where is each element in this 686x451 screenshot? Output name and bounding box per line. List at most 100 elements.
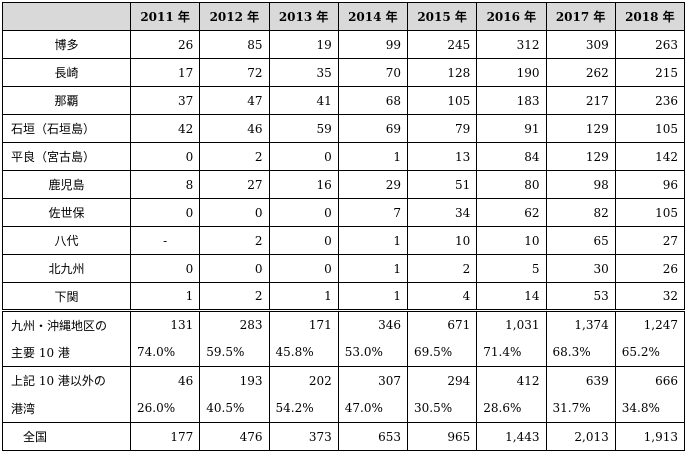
summary-count: 46 [129,366,201,395]
port-value: 190 [476,58,547,87]
total-value: 373 [268,422,339,451]
port-value: 19 [268,30,339,59]
ports-body: 博多 26 85 19 99 245 312 309 263 長崎 17 72 35 70 128 190 26… [2,30,686,311]
port-row: 下関 1 2 1 1 4 14 53 32 [2,282,686,311]
port-value: 0 [199,254,270,283]
port-value: 2 [199,142,270,171]
port-value: 41 [268,86,339,115]
port-name: 那覇 [2,86,131,115]
port-value: 82 [545,198,616,227]
header-corner-cell [2,2,131,31]
summary-body: 九州・沖縄地区の 131 283 171 346 671 1,031 1,374 1,247 主要… [2,309,686,423]
summary-pct: 26.0% [129,394,201,423]
port-value: 70 [337,58,409,87]
port-value: 65 [545,226,616,255]
summary-count-row: 九州・沖縄地区の 131 283 171 346 671 1,031 1,374 1,247 [2,309,686,339]
port-value: 51 [406,170,478,199]
summary-pct: 31.7% [545,394,616,423]
port-row: 長崎 17 72 35 70 128 190 262 215 [2,58,686,87]
port-value: 105 [406,86,478,115]
summary-count: 346 [337,309,409,339]
port-value: 84 [476,142,547,171]
summary-pct: 45.8% [268,338,339,367]
summary-count: 1,374 [545,309,616,339]
port-value: 85 [199,30,270,59]
port-value: 217 [545,86,616,115]
summary-pct: 47.0% [337,394,409,423]
port-value: 1 [268,282,339,311]
port-value: 4 [406,282,478,311]
port-value: 245 [406,30,478,59]
total-value: 476 [199,422,270,451]
port-value: 68 [337,86,409,115]
summary-pct-row: 港湾 26.0% 40.5% 54.2% 47.0% 30.5% 28.6% 31.7% 34.… [2,394,686,423]
summary-pct: 65.2% [614,338,686,367]
port-value: 62 [476,198,547,227]
year-header: 2015 年 [406,2,478,31]
port-value: 309 [545,30,616,59]
port-value: 1 [337,254,409,283]
summary-count: 1,247 [614,309,686,339]
summary-pct: 40.5% [199,394,270,423]
port-name: 長崎 [2,58,131,87]
port-value: 14 [476,282,547,311]
port-value: 53 [545,282,616,311]
port-value: 215 [614,58,686,87]
port-value: 236 [614,86,686,115]
port-value: 98 [545,170,616,199]
port-value: 1 [337,142,409,171]
port-value: 0 [268,254,339,283]
port-value: 10 [406,226,478,255]
port-value: 10 [476,226,547,255]
port-value: 142 [614,142,686,171]
port-value: - [129,226,201,255]
port-value: 0 [268,142,339,171]
port-value: 29 [337,170,409,199]
summary-pct: 30.5% [406,394,478,423]
port-value: 129 [545,114,616,143]
port-name: 石垣（石垣島） [2,114,131,143]
port-name: 平良（宮古島） [2,142,131,171]
total-value: 2,013 [545,422,616,451]
port-value: 80 [476,170,547,199]
port-value: 27 [199,170,270,199]
total-label: 全国 [2,422,131,451]
port-value: 7 [337,198,409,227]
summary-pct: 28.6% [476,394,547,423]
summary-count: 412 [476,366,547,395]
summary-pct: 59.5% [199,338,270,367]
port-value: 263 [614,30,686,59]
port-value: 30 [545,254,616,283]
summary-count: 666 [614,366,686,395]
port-row: 佐世保 0 0 0 7 34 62 82 105 [2,198,686,227]
summary-count: 1,031 [476,309,547,339]
port-row: 石垣（石垣島） 42 46 59 69 79 91 129 105 [2,114,686,143]
port-value: 35 [268,58,339,87]
header-row: 2011 年 2012 年 2013 年 2014 年 2015 年 2016 … [2,2,686,31]
year-header: 2014 年 [337,2,409,31]
port-row: 平良（宮古島） 0 2 0 1 13 84 129 142 [2,142,686,171]
year-header: 2016 年 [476,2,547,31]
total-value: 653 [337,422,409,451]
port-value: 1 [129,282,201,311]
port-value: 27 [614,226,686,255]
summary-count: 131 [129,309,201,339]
summary-count: 639 [545,366,616,395]
port-value: 1 [337,282,409,311]
port-value: 183 [476,86,547,115]
port-value: 59 [268,114,339,143]
port-value: 16 [268,170,339,199]
port-value: 2 [406,254,478,283]
port-value: 72 [199,58,270,87]
port-value: 8 [129,170,201,199]
port-value: 42 [129,114,201,143]
summary-pct: 34.8% [614,394,686,423]
port-name: 博多 [2,30,131,59]
port-value: 262 [545,58,616,87]
port-value: 0 [199,198,270,227]
port-value: 13 [406,142,478,171]
summary-count: 193 [199,366,270,395]
port-value: 5 [476,254,547,283]
port-row: 北九州 0 0 0 1 2 5 30 26 [2,254,686,283]
